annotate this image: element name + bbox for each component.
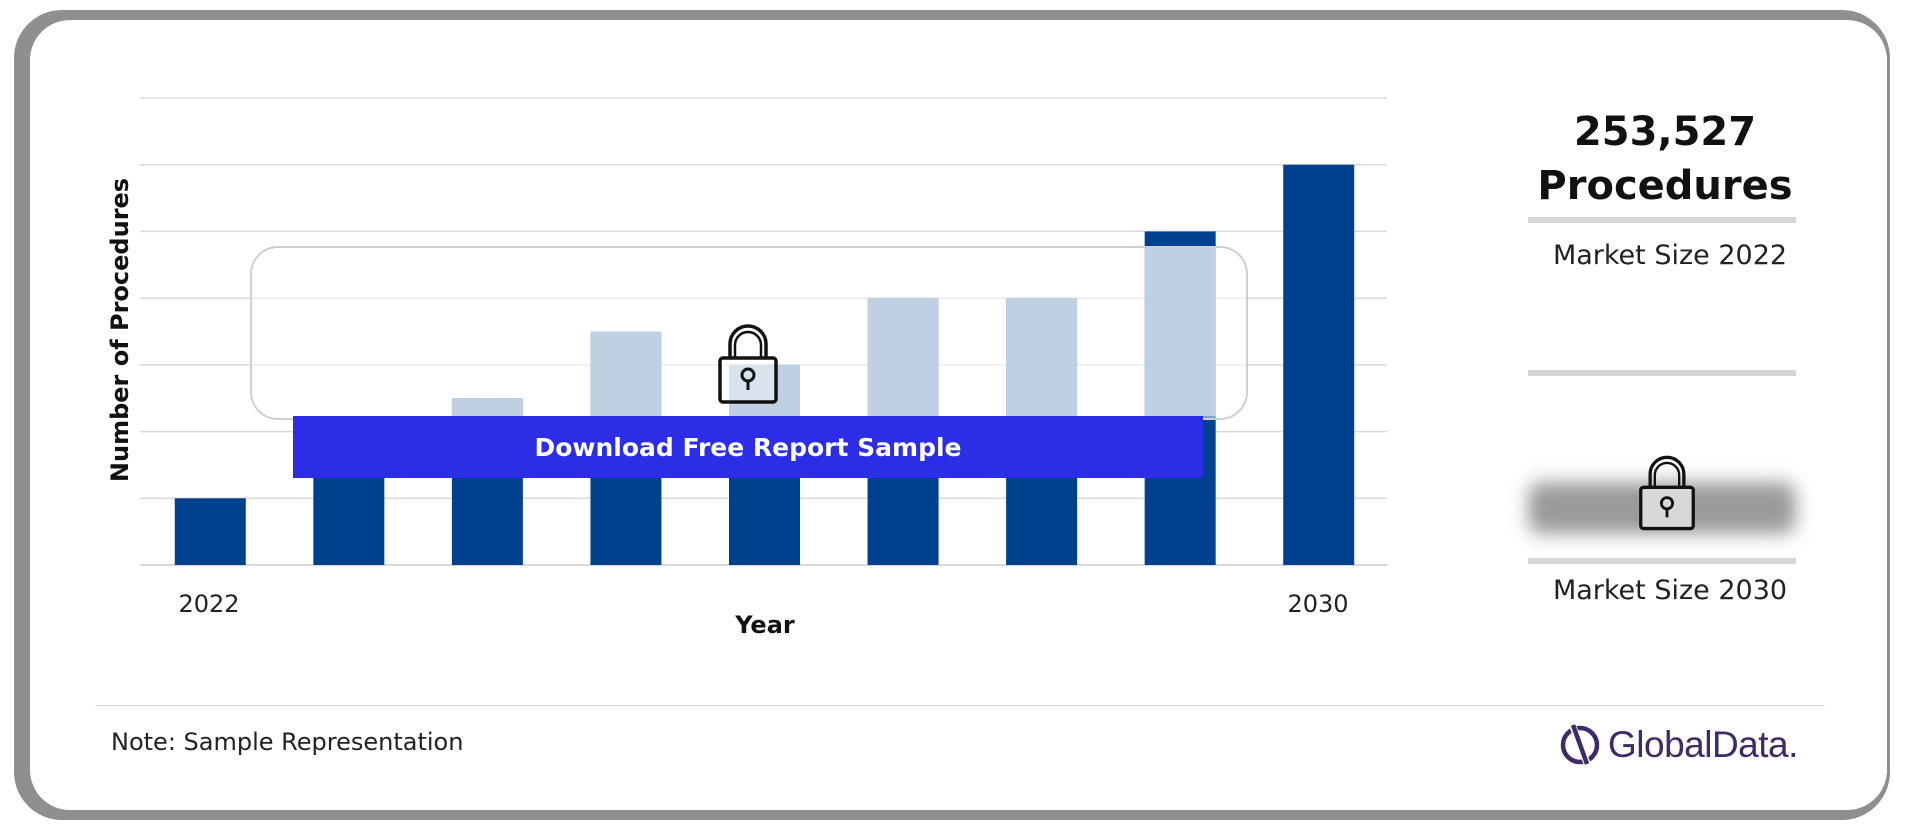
market-size-2022-value: 253,527 Procedures [1520,105,1810,213]
lock-icon [718,324,778,404]
download-sample-button[interactable]: Download Free Report Sample [293,416,1203,478]
footer-note: Note: Sample Representation [111,728,464,756]
bar-2030 [1283,164,1355,565]
x-tick-label-first: 2022 [178,590,240,618]
stat-divider-bottom [1528,558,1796,564]
stat-divider-top [1528,217,1796,223]
footer-divider [95,705,1825,706]
stat-divider-middle [1528,370,1796,376]
globaldata-logo-icon [1560,722,1600,768]
stat-unit: Procedures [1537,163,1793,209]
y-axis-label: Number of Procedures [106,177,134,483]
market-size-2022-caption: Market Size 2022 [1552,240,1788,271]
x-tick-label-last: 2030 [1287,590,1349,618]
x-axis-label: Year [735,611,795,639]
lock-icon [1639,455,1695,531]
globaldata-logo: GlobalData. [1558,718,1798,772]
stat-number: 253,527 [1573,109,1757,155]
bar-2022 [174,498,246,565]
logo-text: GlobalData. [1608,724,1798,765]
market-size-2030-caption: Market Size 2030 [1552,575,1788,606]
